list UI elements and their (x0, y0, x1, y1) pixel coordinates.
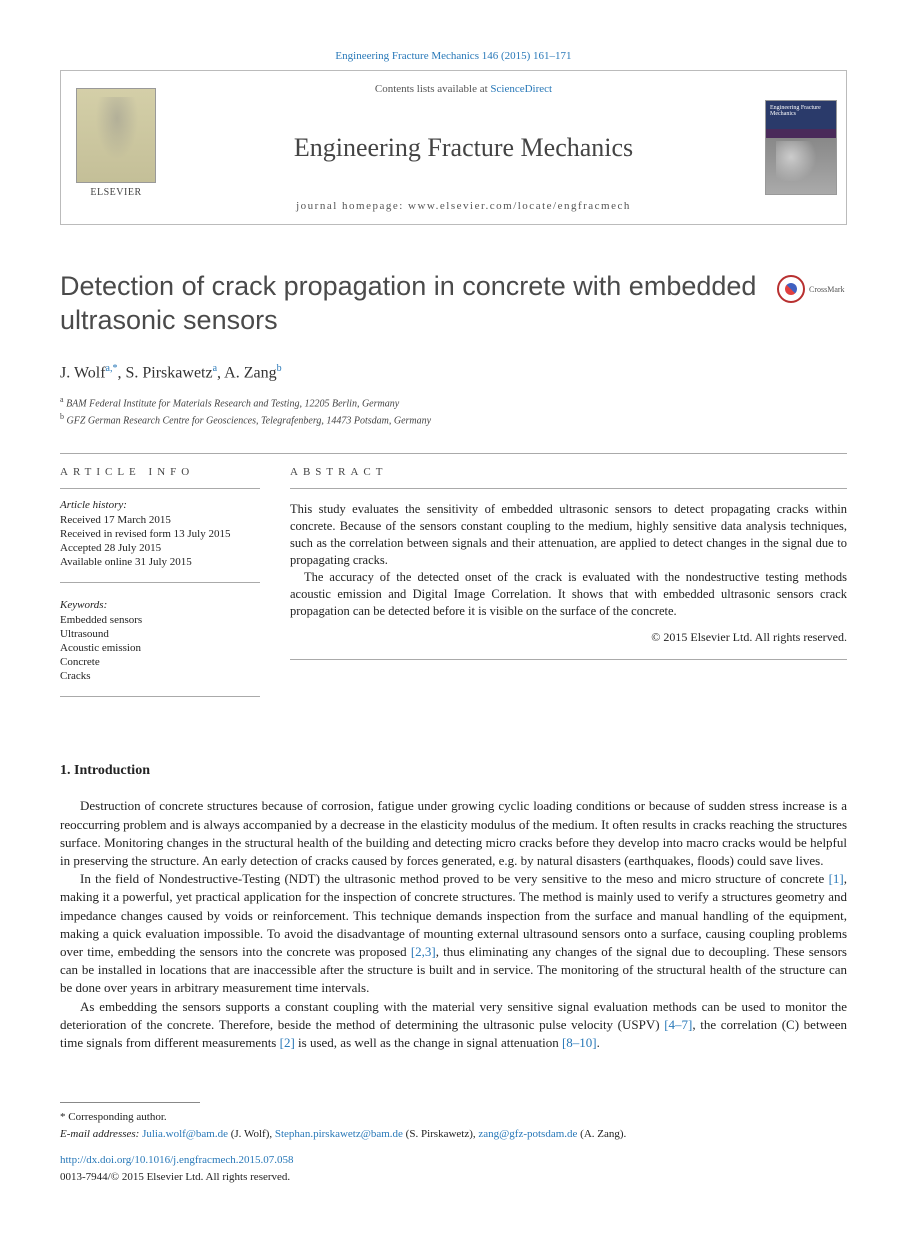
header-center: Contents lists available at ScienceDirec… (171, 71, 756, 224)
email-link[interactable]: Julia.wolf@bam.de (142, 1128, 228, 1140)
email-who: (J. Wolf), (228, 1128, 275, 1140)
elsevier-tree-icon (76, 88, 156, 183)
abstract-paragraph: The accuracy of the detected onset of th… (290, 569, 847, 620)
affiliations: a BAM Federal Institute for Materials Re… (60, 394, 847, 429)
footer-divider (60, 1102, 200, 1103)
body-paragraph: Destruction of concrete structures becau… (60, 797, 847, 870)
author-affil-ref: a (213, 363, 217, 374)
abstract-text: This study evaluates the sensitivity of … (290, 501, 847, 619)
history-line: Accepted 28 July 2015 (60, 542, 260, 554)
affil-text: GFZ German Research Centre for Geoscienc… (67, 415, 432, 426)
affil-text: BAM Federal Institute for Materials Rese… (66, 398, 399, 409)
citation-link[interactable]: [4–7] (664, 1017, 692, 1032)
sciencedirect-link[interactable]: ScienceDirect (490, 83, 552, 95)
affil-ref: b (60, 412, 64, 421)
journal-name: Engineering Fracture Mechanics (294, 133, 633, 163)
corresponding-author-note: * Corresponding author. (60, 1109, 847, 1126)
homepage-line: journal homepage: www.elsevier.com/locat… (296, 200, 631, 212)
abstract-heading: ABSTRACT (290, 454, 847, 489)
homepage-url[interactable]: www.elsevier.com/locate/engfracmech (408, 200, 631, 212)
body-paragraph: As embedding the sensors supports a cons… (60, 998, 847, 1053)
citation-link[interactable]: [1] (829, 871, 844, 886)
corresponding-marker: * (112, 363, 117, 374)
abstract-paragraph: This study evaluates the sensitivity of … (290, 501, 847, 569)
email-line: E-mail addresses: Julia.wolf@bam.de (J. … (60, 1126, 847, 1143)
footer-block: * Corresponding author. E-mail addresses… (60, 1109, 847, 1142)
contents-prefix: Contents lists available at (375, 83, 490, 95)
cover-col: Engineering Fracture Mechanics (756, 71, 846, 224)
email-label: E-mail addresses: (60, 1128, 139, 1140)
citation-line: Engineering Fracture Mechanics 146 (2015… (60, 50, 847, 62)
author-affil-ref: b (277, 363, 282, 374)
citation-link[interactable]: [2] (280, 1035, 295, 1050)
homepage-prefix: journal homepage: (296, 200, 408, 212)
email-link[interactable]: Stephan.pirskawetz@bam.de (275, 1128, 403, 1140)
history-line: Received in revised form 13 July 2015 (60, 528, 260, 540)
author-name: J. Wolf (60, 364, 106, 381)
author-list: J. Wolfa,*, S. Pirskawetza, A. Zangb (60, 363, 847, 382)
elsevier-logo[interactable]: ELSEVIER (71, 88, 161, 208)
doi-block: http://dx.doi.org/10.1016/j.engfracmech.… (60, 1152, 847, 1185)
cover-title-text: Engineering Fracture Mechanics (770, 105, 836, 117)
email-link[interactable]: zang@gfz-potsdam.de (478, 1128, 577, 1140)
crossmark-label: CrossMark (809, 285, 845, 294)
article-info-heading: ARTICLE INFO (60, 454, 260, 489)
citation-link[interactable]: [8–10] (562, 1035, 597, 1050)
keyword: Cracks (60, 670, 260, 682)
affil-ref: a (60, 395, 64, 404)
keyword: Acoustic emission (60, 642, 260, 654)
article-info-column: ARTICLE INFO Article history: Received 1… (60, 454, 260, 713)
article-history-block: Article history: Received 17 March 2015 … (60, 499, 260, 583)
author-name: S. Pirskawetz (125, 364, 212, 381)
abstract-column: ABSTRACT This study evaluates the sensit… (290, 454, 847, 713)
body-paragraph: In the field of Nondestructive-Testing (… (60, 870, 847, 997)
doi-link[interactable]: http://dx.doi.org/10.1016/j.engfracmech.… (60, 1154, 294, 1166)
crossmark-icon (777, 275, 805, 303)
section-heading: 1. Introduction (60, 763, 847, 779)
publisher-name: ELSEVIER (90, 187, 141, 198)
crossmark-badge[interactable]: CrossMark (777, 275, 847, 303)
citation-link[interactable]: [2,3] (411, 944, 436, 959)
keywords-label: Keywords: (60, 599, 260, 611)
body-text: Destruction of concrete structures becau… (60, 797, 847, 1052)
article-title: Detection of crack propagation in concre… (60, 270, 777, 338)
publisher-logo-col: ELSEVIER (61, 71, 171, 224)
history-line: Received 17 March 2015 (60, 514, 260, 526)
history-label: Article history: (60, 499, 260, 511)
keyword: Ultrasound (60, 628, 260, 640)
keyword: Embedded sensors (60, 614, 260, 626)
text-run: . (597, 1035, 600, 1050)
email-who: (S. Pirskawetz), (403, 1128, 478, 1140)
issn-copyright-line: 0013-7944/© 2015 Elsevier Ltd. All right… (60, 1169, 847, 1186)
contents-available-line: Contents lists available at ScienceDirec… (375, 83, 552, 95)
keywords-block: Keywords: Embedded sensors Ultrasound Ac… (60, 599, 260, 697)
keyword: Concrete (60, 656, 260, 668)
author-name: A. Zang (224, 364, 276, 381)
text-run: is used, as well as the change in signal… (295, 1035, 562, 1050)
email-who: (A. Zang). (577, 1128, 626, 1140)
history-line: Available online 31 July 2015 (60, 556, 260, 568)
journal-cover-thumbnail[interactable]: Engineering Fracture Mechanics (765, 100, 837, 195)
journal-header-box: ELSEVIER Contents lists available at Sci… (60, 70, 847, 225)
abstract-copyright: © 2015 Elsevier Ltd. All rights reserved… (290, 630, 847, 645)
text-run: In the field of Nondestructive-Testing (… (80, 871, 829, 886)
affiliation-line: a BAM Federal Institute for Materials Re… (60, 394, 847, 411)
divider (290, 659, 847, 660)
affiliation-line: b GFZ German Research Centre for Geoscie… (60, 411, 847, 428)
